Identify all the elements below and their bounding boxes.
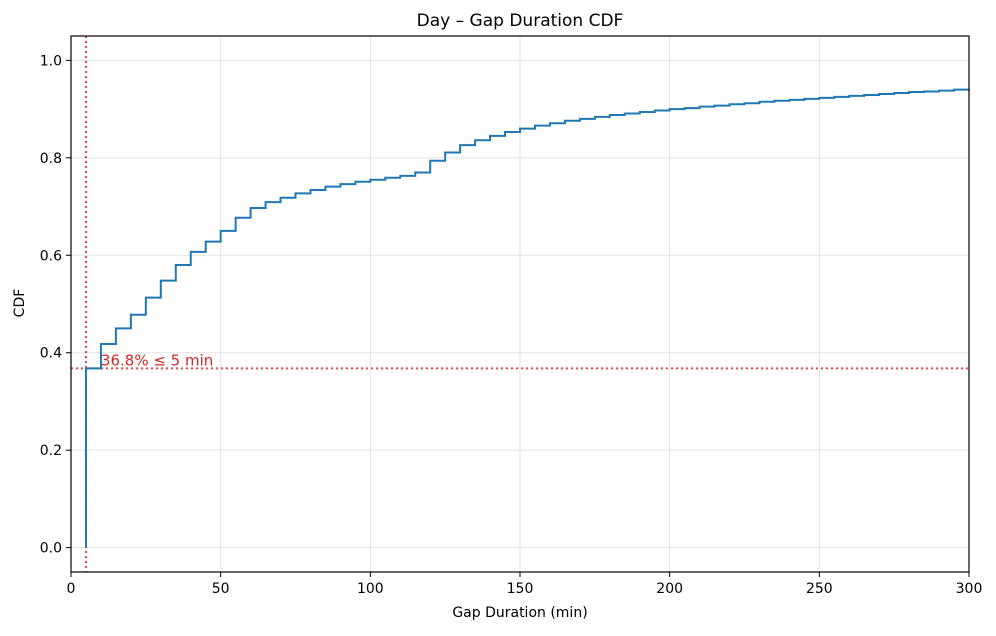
y-tick-label: 0.6 [40, 248, 62, 264]
y-tick-label: 0.0 [40, 541, 62, 557]
y-tick-label: 0.2 [40, 443, 62, 459]
annotation-label: 36.8% ≤ 5 min [101, 351, 213, 369]
x-tick-label: 150 [507, 581, 534, 597]
axes: 0 50 100 150 200 250 300 0.0 0.2 0.4 0.6 0.8 1.0 [40, 35, 983, 597]
series-layer [84, 88, 970, 548]
x-tick-label: 50 [212, 581, 230, 597]
x-tick-label: 100 [357, 581, 384, 597]
x-tick-label: 300 [956, 581, 983, 597]
x-tick-label: 200 [656, 581, 683, 597]
y-tick-label: 0.8 [40, 151, 62, 167]
grid-lines [70, 36, 970, 572]
chart-title: Day – Gap Duration CDF [417, 11, 624, 31]
x-tick-label: 250 [806, 581, 833, 597]
annotation-layer: 36.8% ≤ 5 min [101, 351, 213, 369]
y-tick-label: 0.4 [40, 346, 62, 362]
cdf-step-line [84, 88, 970, 548]
x-tick-label: 0 [67, 581, 76, 597]
y-tick-label: 1.0 [40, 53, 62, 69]
x-axis-label: Gap Duration (min) [452, 605, 587, 621]
y-axis-label: CDF [12, 289, 28, 318]
